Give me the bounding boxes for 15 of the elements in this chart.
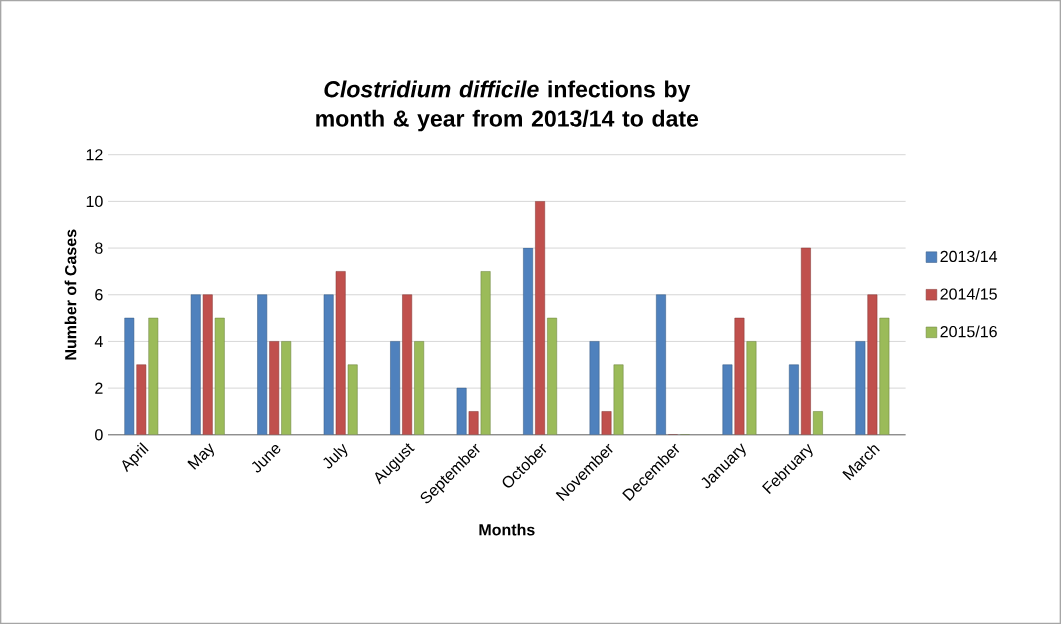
- x-axis-title: Months: [479, 523, 535, 536]
- y-tick-label: 10: [86, 195, 103, 207]
- x-tick-label: July: [323, 443, 348, 469]
- y-tick-label: 2: [95, 382, 103, 394]
- x-tick-label: May: [187, 443, 215, 470]
- y-axis-title: Number of Cases: [64, 229, 77, 360]
- chart-title: Clostridium difficile infections by month & year from 2013/14 to date: [316, 80, 699, 132]
- y-tick-label: 0: [95, 429, 103, 441]
- y-tick-label: 6: [95, 289, 103, 301]
- legend-label: 2013/14: [940, 250, 998, 262]
- y-tick-label: 12: [86, 149, 103, 161]
- y-tick-label: 8: [95, 242, 103, 254]
- y-tick-label: 4: [94, 335, 103, 347]
- legend-label: 2015/16: [940, 325, 997, 338]
- legend-label: 2014/15: [940, 287, 997, 300]
